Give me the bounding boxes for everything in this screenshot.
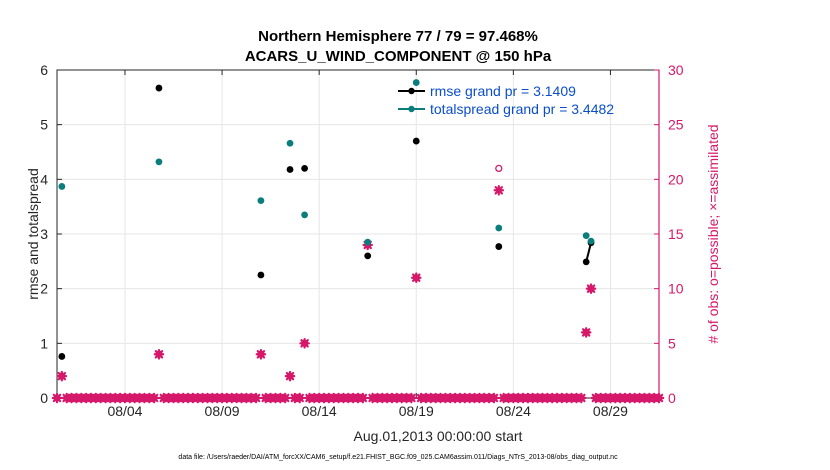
obs-assimilated-point-shape <box>153 348 165 360</box>
obs-assimilated-zero <box>576 392 587 404</box>
x-tick-label: 08/04 <box>107 403 142 419</box>
obs-assimilated-zero-shape <box>488 392 500 404</box>
obs-assimilated-zero-shape <box>294 392 306 404</box>
obs-possible-point <box>495 164 503 173</box>
obs-assimilated-point-shape <box>299 338 310 349</box>
right-y-tick-label: 30 <box>668 62 684 78</box>
totalspread-point <box>412 79 420 86</box>
obs-assimilated-point <box>56 370 68 382</box>
chart-title-line1: Northern Hemisphere 77 / 79 = 97.468% <box>258 28 538 45</box>
obs-assimilated-zero <box>357 392 369 404</box>
obs-assimilated-point-shape <box>493 184 505 196</box>
obs-assimilated-zero <box>406 392 417 404</box>
obs-assimilated-zero-shape <box>357 392 369 404</box>
obs-assimilated-zero-shape <box>653 392 665 404</box>
obs-assimilated-zero <box>250 392 262 404</box>
left-y-tick-label: 1 <box>40 335 48 351</box>
left-y-tick-label: 6 <box>40 62 48 78</box>
obs-assimilated-point-shape <box>585 283 597 294</box>
data-markers <box>58 79 595 360</box>
right-y-tick-label: 20 <box>668 171 684 187</box>
legend-rmse-label: rmse grand pr = 3.1409 <box>430 83 576 99</box>
obs-assimilated-zero-shape <box>250 392 262 404</box>
left-y-tick-label: 2 <box>40 281 48 297</box>
totalspread-point <box>587 237 595 245</box>
obs-assimilated-point-shape <box>580 327 592 338</box>
left-y-tick-label: 3 <box>40 226 48 242</box>
obs-assimilated-zero <box>51 392 63 404</box>
right-y-tick-label: 25 <box>668 117 684 133</box>
obs-assimilated-point <box>284 370 296 382</box>
data-file-footer: data file: /Users/raeder/DAI/ATM_forcXX/… <box>178 454 618 461</box>
rmse-point <box>364 252 372 260</box>
left-y-ticks: 0 1 2 3 4 5 6 <box>40 62 62 406</box>
x-tick-label: 08/19 <box>399 403 434 419</box>
obs-assimilated-point-shape <box>56 370 68 382</box>
obs-assimilated-zero-shape <box>51 392 63 404</box>
right-y-ticks: 0 5 10 15 20 25 30 <box>654 62 684 406</box>
left-y-tick-label: 5 <box>40 117 48 133</box>
totalspread-point <box>257 197 265 205</box>
obs-assimilated-point-shape <box>284 370 296 382</box>
totalspread-point <box>286 139 294 147</box>
obs-assimilated-point <box>410 272 422 284</box>
obs-assimilated-zero <box>279 392 291 404</box>
obs-assimilated-point <box>153 348 165 360</box>
obs-assimilated-zero-shape <box>279 392 291 404</box>
obs-assimilated-point <box>299 338 310 349</box>
totalspread-point <box>155 158 163 166</box>
obs-assimilated-zero <box>488 392 500 404</box>
obs-assimilated-zero <box>653 392 665 404</box>
right-y-tick-label: 15 <box>668 226 684 242</box>
obs-assimilated-point-shape <box>255 348 267 360</box>
rmse-point <box>155 84 163 92</box>
legend-totalspread-label: totalspread grand pr = 3.4482 <box>430 101 614 117</box>
chart-title-line2: ACARS_U_WIND_COMPONENT @ 150 hPa <box>245 48 552 65</box>
right-y-axis-label: # of obs: o=possible; ×=assimilated <box>705 124 721 343</box>
legend-totalspread-marker <box>408 105 415 113</box>
totalspread-point <box>301 211 308 219</box>
x-tick-label: 08/29 <box>593 403 628 419</box>
obs-assimilated-zero <box>294 392 306 404</box>
obs-assimilated-zero-shape <box>576 392 587 404</box>
obs-markers <box>51 164 665 404</box>
totalspread-point <box>582 232 590 240</box>
left-y-tick-label: 4 <box>40 171 48 187</box>
obs-assimilated-point <box>493 184 505 196</box>
obs-assimilated-zero-shape <box>148 392 160 404</box>
rmse-point <box>257 271 265 279</box>
obs-assimilated-zero <box>148 392 160 404</box>
rmse-point <box>58 353 66 360</box>
rmse-point <box>582 258 590 266</box>
right-y-tick-label: 10 <box>668 281 684 297</box>
totalspread-point <box>364 238 372 246</box>
totalspread-point <box>495 224 503 232</box>
rmse-point <box>301 165 308 172</box>
totalspread-point <box>58 183 66 190</box>
x-axis-label: Aug.01,2013 00:00:00 start <box>354 428 523 444</box>
obs-assimilated-point <box>580 327 592 338</box>
x-tick-label: 08/14 <box>302 403 337 419</box>
left-y-axis-label: rmse and totalspread <box>25 168 41 300</box>
grid <box>57 69 659 399</box>
x-tick-label: 08/09 <box>205 403 240 419</box>
obs-assimilated-point <box>255 348 267 360</box>
rmse-point <box>286 166 294 173</box>
legend: rmse grand pr = 3.1409 totalspread grand… <box>398 83 614 117</box>
x-tick-label: 08/24 <box>496 403 531 419</box>
obs-assimilated-zero-shape <box>406 392 417 404</box>
obs-assimilated-point <box>585 283 597 294</box>
right-y-tick-label: 5 <box>668 335 676 351</box>
legend-rmse-marker <box>408 87 415 95</box>
left-y-tick-label: 0 <box>40 390 48 406</box>
rmse-point <box>412 137 420 145</box>
rmse-point <box>495 243 503 250</box>
obs-assimilated-point-shape <box>410 272 422 284</box>
right-y-tick-label: 0 <box>668 390 676 406</box>
